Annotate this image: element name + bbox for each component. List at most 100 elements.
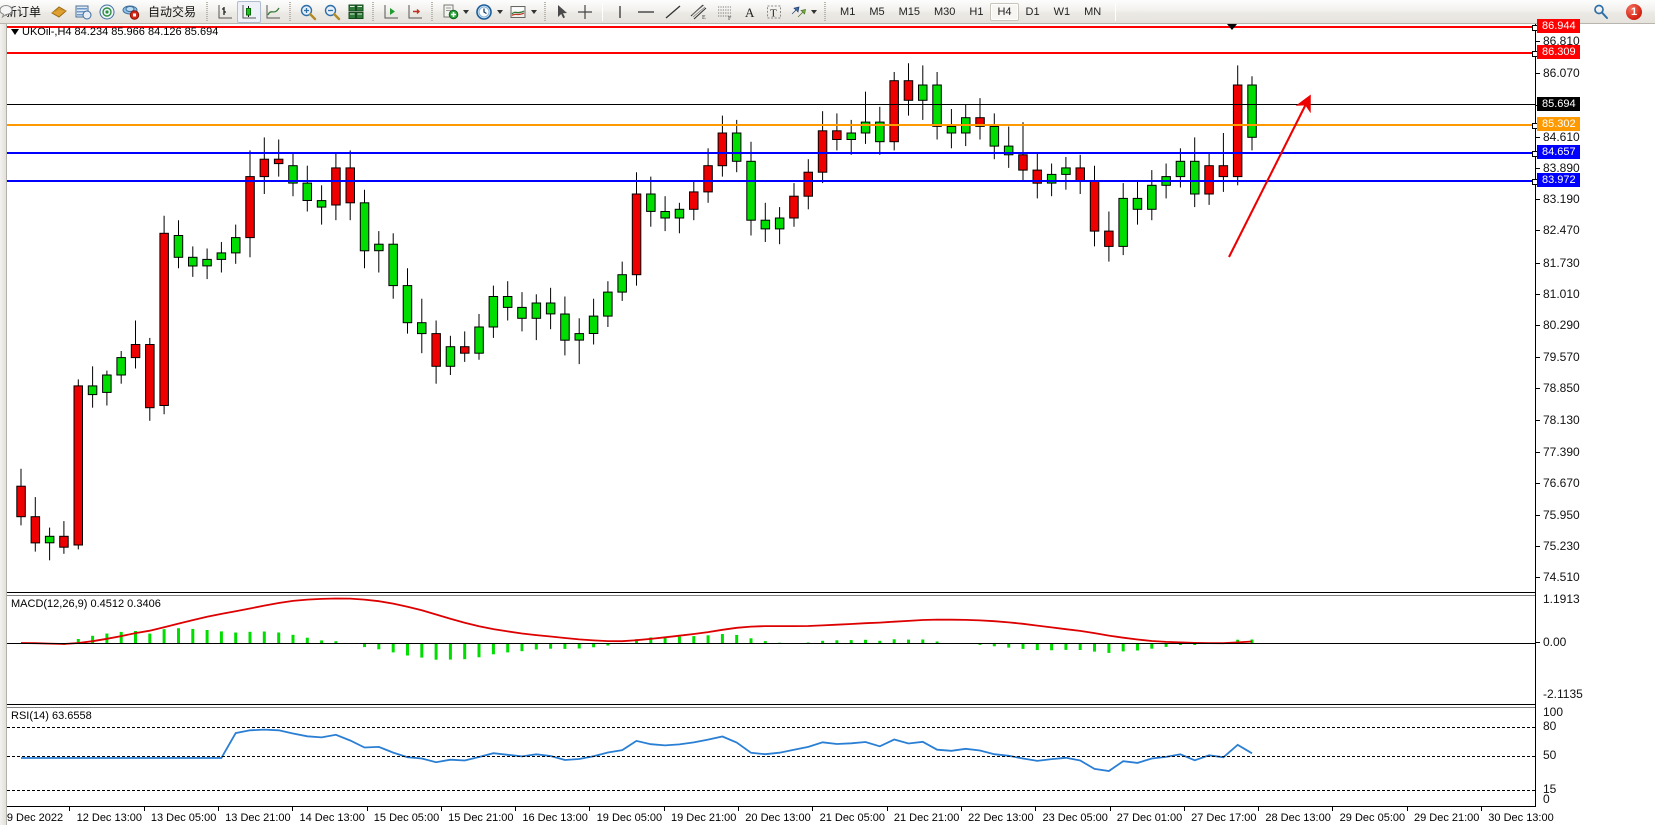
time-tick-label: 23 Dec 05:00 [1042, 812, 1108, 824]
vertical-line-icon[interactable] [608, 1, 632, 23]
price-level-tag-86944[interactable]: 86.944 [1537, 19, 1580, 33]
crosshair-marker [1227, 24, 1237, 30]
price-level-tag-85694[interactable]: 85.694 [1537, 97, 1580, 111]
crosshair-icon[interactable] [573, 1, 597, 23]
period-clock-icon[interactable] [472, 1, 496, 23]
price-tick-label: 75.950 [1543, 507, 1580, 522]
add-indicator-dropdown-caret[interactable] [463, 9, 470, 14]
period-dropdown-caret[interactable] [497, 9, 504, 14]
macd-zero-line [7, 643, 1535, 644]
time-tick [1406, 807, 1408, 811]
macd-tick-label: 0.00 [1543, 635, 1567, 649]
text-label-icon[interactable]: T [762, 1, 786, 23]
new-order-button[interactable]: 新订单 [0, 1, 47, 23]
rsi-level-50 [7, 756, 1535, 757]
time-tick-label: 14 Dec 13:00 [299, 812, 365, 824]
price-pane[interactable]: UKOil-,H4 84.234 85.966 84.126 85.694 [7, 24, 1538, 593]
horizontal-line-icon[interactable] [632, 1, 660, 23]
navigator-icon[interactable] [95, 1, 119, 23]
candlestick-chart-icon[interactable] [237, 0, 262, 23]
add-indicator-icon[interactable] [438, 1, 462, 23]
price-tick-label: 74.510 [1543, 570, 1580, 585]
timeframe-m30[interactable]: M30 [934, 5, 956, 18]
rsi-tick-label: 80 [1543, 719, 1557, 733]
timeframe-m15[interactable]: M15 [898, 5, 920, 18]
time-tick-label: 13 Dec 05:00 [150, 812, 217, 824]
shift-end-icon[interactable] [379, 1, 403, 23]
timeframe-m5[interactable]: M5 [869, 5, 885, 18]
toolbar-separator-6 [602, 2, 604, 21]
arrows-dropdown-caret[interactable] [811, 9, 818, 14]
macd-label: MACD(12,26,9) 0.4512 0.3406 [11, 598, 161, 610]
price-tick [1536, 483, 1540, 485]
price-level-tag-85302[interactable]: 85.302 [1537, 117, 1580, 131]
auto-trading-label: 自动交易 [148, 5, 197, 19]
price-axis[interactable]: 86.81086.07085.35084.61083.89083.19082.4… [1535, 19, 1655, 807]
cursor-icon[interactable] [551, 1, 573, 23]
time-tick [292, 807, 294, 811]
auto-trading-icon[interactable] [119, 1, 143, 23]
chart-container[interactable]: UKOil-,H4 84.234 85.966 84.126 85.694 MA… [0, 19, 1655, 825]
price-tick-label: 84.610 [1543, 129, 1580, 144]
price-tick-label: 78.850 [1543, 381, 1580, 396]
zoom-out-icon[interactable] [320, 1, 344, 23]
macd-pane[interactable]: MACD(12,26,9) 0.4512 0.3406 [7, 595, 1535, 705]
rsi-level-80 [7, 727, 1535, 728]
toolbar-separator-3 [370, 1, 378, 22]
text-tool-icon[interactable]: A [738, 1, 762, 23]
trendline-icon[interactable] [660, 1, 686, 23]
market-watch-icon[interactable] [71, 1, 95, 23]
rsi-pane[interactable]: RSI(14) 63.6558 [7, 707, 1535, 807]
price-tick-label: 83.190 [1543, 191, 1580, 206]
rsi-series [21, 728, 1253, 772]
current-price-line-85694 [7, 104, 1535, 105]
price-tick [1536, 136, 1540, 138]
time-tick [143, 807, 145, 811]
auto-trading-button[interactable]: 自动交易 [143, 1, 202, 23]
terminal-icon[interactable] [47, 1, 71, 23]
new-order-label: 新订单 [5, 5, 42, 19]
price-tick [1536, 293, 1540, 295]
line-chart-icon[interactable] [261, 1, 285, 23]
svg-text:F: F [728, 16, 732, 21]
timeframe-d1[interactable]: D1 [1025, 5, 1040, 18]
timeframe-h4[interactable]: H4 [990, 2, 1019, 21]
vertical-scroll-gutter[interactable] [0, 24, 7, 825]
price-tick [1536, 230, 1540, 232]
timeframe-h1[interactable]: H1 [969, 5, 984, 18]
search-icon[interactable] [1589, 1, 1613, 23]
symbol-dropdown-icon[interactable] [11, 29, 19, 36]
templates-icon[interactable] [506, 1, 530, 23]
price-tick-label: 86.070 [1543, 66, 1580, 81]
price-tick-label: 81.730 [1543, 255, 1580, 270]
price-tick [1536, 545, 1540, 547]
equidistant-channel-icon[interactable]: E [686, 1, 712, 23]
price-level-tag-83972[interactable]: 83.972 [1537, 173, 1580, 187]
price-tick [1536, 325, 1540, 327]
templates-dropdown-caret[interactable] [531, 9, 538, 14]
price-tick-label: 83.890 [1543, 161, 1580, 176]
time-tick-label: 29 Dec 21:00 [1413, 812, 1480, 824]
price-level-tag-84657[interactable]: 84.657 [1537, 145, 1580, 159]
time-tick [1481, 807, 1482, 811]
timeframe-mn[interactable]: MN [1084, 5, 1102, 18]
svg-text:A: A [745, 5, 755, 20]
time-tick-label: 15 Dec 21:00 [448, 812, 514, 824]
fibonacci-icon[interactable]: F [712, 1, 738, 23]
arrow-annotation[interactable] [7, 24, 1535, 593]
rsi-tick-label: 0 [1543, 792, 1550, 806]
time-tick-label: 20 Dec 13:00 [745, 812, 811, 824]
tile-windows-icon[interactable] [344, 1, 368, 23]
rsi-tick-label: 15 [1543, 782, 1557, 796]
timeframe-m1[interactable]: M1 [840, 5, 856, 18]
price-level-tag-86309[interactable]: 86.309 [1537, 45, 1580, 59]
time-tick [366, 807, 368, 811]
timeframe-w1[interactable]: W1 [1053, 5, 1071, 18]
notifications-icon[interactable]: 1 [0, 1, 1645, 23]
bar-chart-icon[interactable] [213, 1, 237, 23]
time-axis[interactable]: 9 Dec 2022 12 Dec 13:00 13 Dec 05:00 13 Dec… [7, 807, 1655, 825]
zoom-in-icon[interactable] [296, 1, 320, 23]
arrows-icon[interactable] [786, 1, 810, 23]
auto-scroll-icon[interactable] [403, 1, 427, 23]
price-tick [1536, 514, 1540, 516]
